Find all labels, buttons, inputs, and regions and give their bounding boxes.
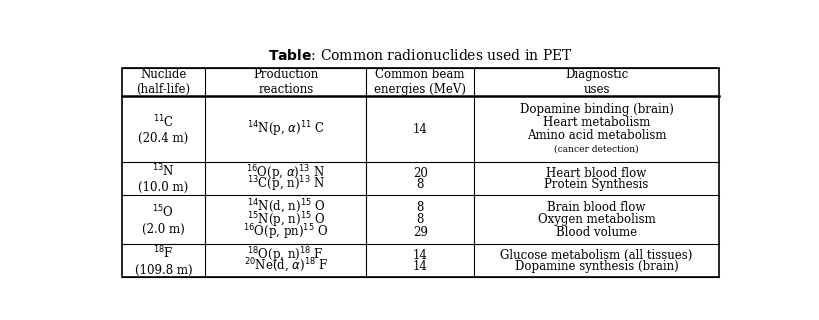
Text: 14: 14	[412, 260, 428, 273]
Text: 8: 8	[416, 201, 423, 214]
Text: 20: 20	[412, 167, 428, 180]
Text: Nuclide
(half-life): Nuclide (half-life)	[136, 68, 190, 96]
Text: (cancer detection): (cancer detection)	[554, 144, 638, 153]
Text: $^{16}$O(p, $\alpha$)$^{13}$ N: $^{16}$O(p, $\alpha$)$^{13}$ N	[246, 163, 325, 183]
Text: Heart metabolism: Heart metabolism	[542, 116, 649, 129]
Text: Production
reactions: Production reactions	[253, 68, 318, 96]
Text: Dopamine synthesis (brain): Dopamine synthesis (brain)	[514, 260, 677, 273]
Text: $^{13}$N
(10.0 m): $^{13}$N (10.0 m)	[138, 163, 188, 194]
Text: Heart blood flow: Heart blood flow	[545, 167, 646, 180]
Text: $^{11}$C
(20.4 m): $^{11}$C (20.4 m)	[138, 113, 188, 145]
Text: $^{20}$Ne(d, $\alpha$)$^{18}$ F: $^{20}$Ne(d, $\alpha$)$^{18}$ F	[243, 257, 328, 276]
Text: $^{15}$O
(2.0 m): $^{15}$O (2.0 m)	[142, 204, 184, 236]
Text: $^{15}$N(p, n)$^{15}$ O: $^{15}$N(p, n)$^{15}$ O	[247, 210, 325, 229]
Bar	[121, 68, 718, 277]
Text: $^{18}$O(p, n)$^{18}$ F: $^{18}$O(p, n)$^{18}$ F	[247, 246, 324, 265]
Text: Amino acid metabolism: Amino acid metabolism	[526, 129, 665, 142]
Text: Protein Synthesis: Protein Synthesis	[544, 178, 648, 191]
Text: $^{14}$N(d, n)$^{15}$ O: $^{14}$N(d, n)$^{15}$ O	[247, 198, 325, 216]
Text: Glucose metabolism (all tissues): Glucose metabolism (all tissues)	[500, 249, 692, 262]
Text: Diagnostic
uses: Diagnostic uses	[564, 68, 627, 96]
Text: 29: 29	[412, 226, 428, 239]
Text: $^{16}$O(p, pn)$^{15}$ O: $^{16}$O(p, pn)$^{15}$ O	[242, 222, 328, 242]
Text: Oxygen metabolism: Oxygen metabolism	[537, 213, 654, 226]
Text: 8: 8	[416, 213, 423, 226]
Text: Blood volume: Blood volume	[555, 226, 636, 239]
Text: $^{18}$F
(109.8 m): $^{18}$F (109.8 m)	[134, 245, 192, 277]
Text: 8: 8	[416, 178, 423, 191]
Text: Dopamine binding (brain): Dopamine binding (brain)	[519, 103, 672, 116]
Text: $^{13}$C(p, n)$^{13}$ N: $^{13}$C(p, n)$^{13}$ N	[247, 174, 324, 194]
Text: $\mathbf{Table}$: Common radionuclides used in PET: $\mathbf{Table}$: Common radionuclides u…	[268, 48, 572, 62]
Text: 14: 14	[412, 123, 428, 136]
Text: 14: 14	[412, 249, 428, 262]
Text: $^{14}$N(p, $\alpha$)$^{11}$ C: $^{14}$N(p, $\alpha$)$^{11}$ C	[247, 119, 324, 139]
Text: Common beam
energies (MeV): Common beam energies (MeV)	[373, 68, 466, 96]
Text: Brain blood flow: Brain blood flow	[546, 201, 645, 214]
